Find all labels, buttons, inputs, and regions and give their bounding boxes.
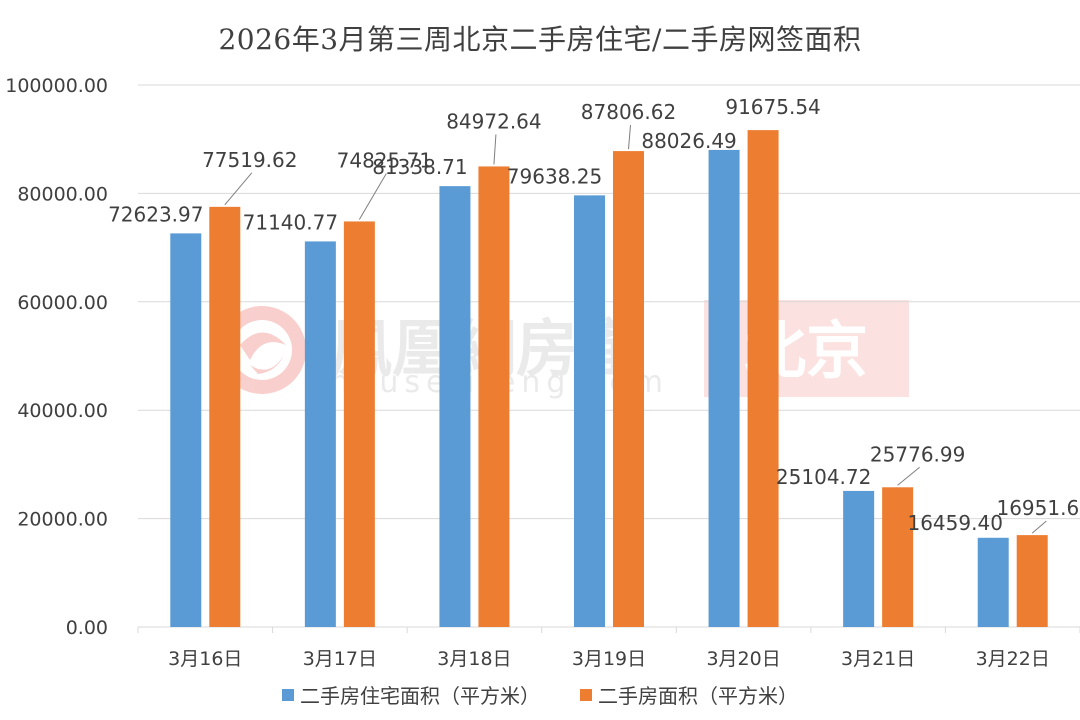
x-tick-label: 3月20日 (706, 648, 780, 670)
data-label-series1: 25104.72 (776, 465, 871, 489)
data-label-series2: 91675.54 (725, 95, 820, 119)
bar-series1 (304, 241, 336, 627)
bar-series1 (170, 233, 202, 627)
chart-title: 2026年3月第三周北京二手房住宅/二手房网签面积 (218, 23, 862, 56)
legend-item-series1: 二手房住宅面积（平方米） (282, 680, 540, 709)
data-label-leader (358, 173, 387, 220)
data-label-series1: 71140.77 (243, 210, 338, 234)
data-label-leader (1031, 520, 1047, 534)
bar-series1 (843, 490, 875, 627)
data-label-leader (493, 134, 497, 165)
x-tick-label: 3月21日 (841, 648, 915, 670)
x-tick-label: 3月18日 (437, 648, 511, 670)
x-tick-label: 3月16日 (168, 648, 242, 670)
data-label-series2: 87806.62 (581, 100, 676, 124)
bar-series1 (574, 195, 605, 627)
data-label-series2: 74825.71 (337, 148, 432, 172)
bar-series2 (209, 206, 241, 627)
legend-item-series2: 二手房面积（平方米） (580, 680, 798, 709)
data-label-series2: 25776.99 (870, 442, 965, 466)
legend-swatch-series2 (580, 688, 592, 701)
data-labels: 72623.97 77519.62 71140.77 74825.7181338.71… (108, 95, 1080, 535)
bar-series2 (1016, 535, 1048, 627)
data-label-series2: 77519.62 (202, 148, 297, 172)
legend-label-series2: 二手房面积（平方米） (598, 684, 798, 708)
bar-series2 (613, 151, 644, 627)
bar-series1 (708, 149, 740, 627)
x-tick-label: 3月19日 (572, 648, 646, 670)
data-label-series2: 16951.62 (996, 496, 1080, 520)
x-tick-label: 3月22日 (976, 648, 1050, 670)
y-tick-label: 40000.00 (17, 400, 108, 422)
y-axis-ticks: 0.00 20000.00 40000.00 60000.00 80000.00 1000… (5, 75, 108, 639)
bar-series2 (478, 166, 510, 627)
legend: 二手房住宅面积（平方米） 二手房面积（平方米） (0, 680, 1080, 709)
bar-series1 (439, 186, 471, 627)
grid-lines (138, 84, 1080, 628)
bar-series2 (747, 130, 779, 627)
x-tick-label: 3月17日 (303, 648, 377, 670)
data-label-series1: 16459.40 (907, 511, 1002, 535)
x-axis-ticks: 3月16日 3月17日 3月18日 3月19日 3月20日 3月21日 3月22日 (137, 627, 1080, 670)
bar-series2 (882, 487, 914, 627)
data-label-series1: 72623.97 (108, 202, 203, 226)
data-label-series2: 84972.64 (446, 109, 541, 133)
y-tick-label: 60000.00 (17, 292, 108, 314)
y-tick-label: 80000.00 (17, 183, 108, 205)
legend-swatch-series1 (282, 688, 294, 701)
legend-label-series1: 二手房住宅面积（平方米） (300, 684, 540, 708)
data-label-leader (897, 466, 920, 486)
data-label-series1: 79638.25 (507, 164, 602, 188)
bars (170, 130, 1048, 628)
y-tick-label: 100000.00 (5, 75, 108, 97)
y-tick-label: 20000.00 (17, 509, 108, 531)
data-label-series1: 88026.49 (641, 129, 736, 153)
data-label-leader (224, 172, 253, 206)
data-label-leader (628, 125, 631, 150)
y-tick-label: 0.00 (66, 617, 108, 639)
data-label-series1: 81338.71 (372, 155, 467, 179)
bar-series2 (343, 221, 375, 628)
bar-series1 (977, 537, 1009, 627)
